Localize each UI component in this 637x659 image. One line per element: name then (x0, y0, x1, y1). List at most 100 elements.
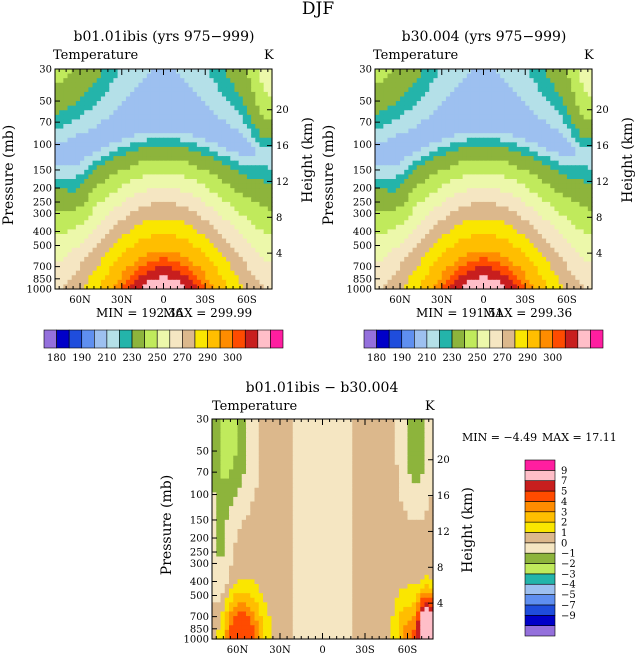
panel-1-cell (130, 105, 135, 111)
panel-1-cell (134, 179, 140, 185)
panel-1-cell (251, 174, 256, 180)
panel-1-cell (255, 197, 261, 203)
panel-1-cell (92, 261, 98, 267)
panel-1-cell (188, 137, 194, 143)
panel-2-cell (470, 151, 476, 157)
panel-2-cell (387, 87, 393, 93)
panel-1-cell (192, 78, 198, 84)
panel-2-cell (550, 105, 556, 111)
panel-1-cell (259, 252, 265, 258)
panel-1-cell (192, 179, 198, 185)
panel-2-cell (583, 206, 589, 212)
panel-1-cell (230, 105, 236, 111)
panel-2-cell (391, 105, 397, 111)
panel-2-cell (533, 142, 539, 148)
panel-1-cell (234, 201, 240, 208)
panel-2-cell (462, 69, 468, 75)
panel-1-cell (88, 73, 94, 79)
panel-1-cell (238, 279, 244, 286)
panel-1-cell (80, 142, 85, 148)
panel-2-cell (383, 211, 389, 217)
panel-2-cell (391, 124, 397, 130)
panel-1-cell (121, 243, 127, 249)
panel-1-cell (255, 275, 261, 281)
panel-2-cell (433, 224, 439, 231)
panel-1-cell (88, 284, 94, 290)
panel-1-cell (221, 243, 227, 249)
panel-1-cell (205, 256, 210, 263)
panel-1-cell (117, 69, 123, 75)
panel-2-cell (429, 142, 435, 148)
panel-2-cell (550, 183, 556, 189)
panel-1-cell (251, 78, 256, 84)
panel-1-cell (167, 211, 173, 217)
panel-1-cell (167, 96, 173, 102)
panel-2-cell (462, 110, 468, 116)
panel-1-cell (226, 169, 231, 176)
panel-2-cell (379, 188, 384, 194)
panel-2-cell (404, 192, 409, 198)
panel-2-cell (475, 270, 480, 276)
panel-2-cell (454, 229, 460, 235)
panel-2-cell (387, 96, 393, 102)
panel-1-cell (88, 215, 94, 221)
panel-1-cell (217, 179, 223, 185)
panel-1-cell (59, 110, 64, 116)
panel-1-cell (109, 256, 115, 263)
panel-2-cell (379, 119, 384, 125)
panel-1-cell (134, 183, 140, 189)
panel-2-cell (437, 101, 443, 107)
panel-2-cell (441, 96, 447, 102)
panel-2-cell (483, 156, 489, 162)
panel-1-cell (217, 275, 223, 281)
panel-1-cell (109, 87, 115, 93)
panel-1-cell (246, 279, 252, 286)
panel-1-cell (221, 270, 227, 276)
panel-1-cell (238, 192, 244, 198)
panel-1-cell (217, 142, 223, 148)
panel-2-cell (441, 211, 447, 217)
panel-1-cell (71, 270, 77, 276)
panel-1-cell (159, 124, 165, 130)
panel-2-cell (429, 96, 435, 102)
panel-1-cell (234, 73, 240, 79)
panel-1-cell (146, 91, 152, 98)
panel-1-cell (192, 261, 198, 267)
panel-2-cell (466, 87, 472, 93)
panel-1-cell (84, 137, 89, 143)
panel-2-cell (404, 229, 409, 235)
panel-2-cell (487, 179, 493, 185)
panel-1-cell (176, 133, 181, 139)
panel-1-cell (238, 229, 244, 235)
panel-2-cell (562, 261, 568, 267)
panel-1-cell (100, 256, 106, 263)
panel-2-cell (454, 142, 460, 148)
panel-1-cell (196, 261, 202, 267)
panel-1-cell (196, 179, 202, 185)
panel-2-cell (575, 160, 581, 166)
panel-1-cell (159, 114, 165, 121)
panel-2-cell (533, 114, 539, 121)
panel-1-cell (188, 252, 194, 258)
panel-1-cell (167, 137, 173, 143)
panel-1-lat-tick-label: 30S (195, 295, 215, 306)
panel-2-cell (558, 197, 564, 203)
panel-1-cell (263, 165, 269, 171)
panel-1-cell (184, 206, 190, 212)
panel-1-cell (155, 101, 160, 107)
panel-1-cell (59, 119, 64, 125)
panel-2-cell (550, 234, 556, 240)
panel-1-cell (171, 105, 177, 111)
panel-1-cell (121, 78, 127, 84)
panel-2-cell (487, 78, 493, 84)
panel-1-cell (180, 165, 185, 171)
panel-2-cell (383, 197, 389, 203)
panel-1-cell (188, 169, 194, 176)
panel-1-cell (80, 78, 85, 84)
panel-1-cell (251, 275, 256, 281)
panel-2-cell (425, 128, 430, 134)
panel-1-cell (67, 206, 73, 212)
panel-2-cell (541, 174, 547, 180)
panel-2-cell (458, 220, 464, 226)
panel-2-cell (537, 128, 543, 134)
